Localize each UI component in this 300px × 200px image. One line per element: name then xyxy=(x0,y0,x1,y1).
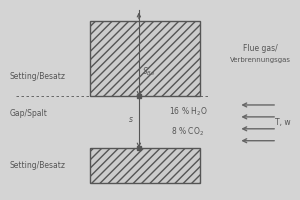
Text: Flue gas/: Flue gas/ xyxy=(243,44,278,53)
Text: Gap/Spalt: Gap/Spalt xyxy=(10,109,47,118)
Text: Setting/Besatz: Setting/Besatz xyxy=(10,72,66,81)
Text: 8 % CO$_2$: 8 % CO$_2$ xyxy=(171,126,205,138)
Text: Setting/Besatz: Setting/Besatz xyxy=(10,161,66,170)
Bar xyxy=(90,148,200,183)
Text: Verbrennungsgas: Verbrennungsgas xyxy=(230,57,291,63)
Text: 16 % H$_2$O: 16 % H$_2$O xyxy=(169,106,207,118)
Text: T, w: T, w xyxy=(275,118,290,127)
Text: s: s xyxy=(129,115,133,124)
Bar xyxy=(90,21,200,96)
Text: $S_{Be}$: $S_{Be}$ xyxy=(142,66,155,78)
